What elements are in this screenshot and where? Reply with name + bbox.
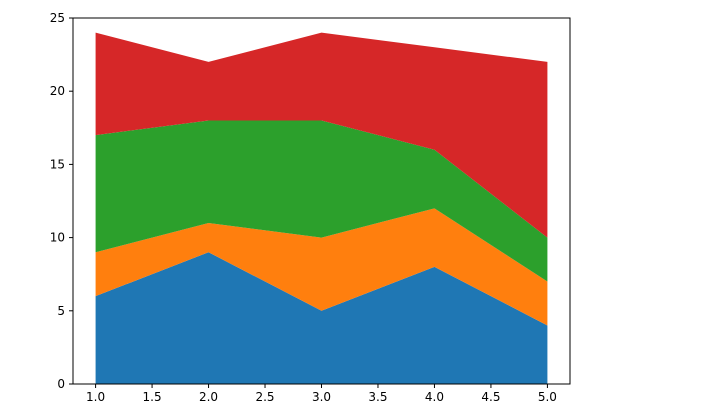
- area-series-blue: [95, 252, 548, 384]
- x-tick-label: 3.0: [312, 390, 331, 404]
- x-tick-label: 3.5: [368, 390, 387, 404]
- area-series-red: [95, 32, 548, 238]
- y-tick-label: 25: [50, 11, 65, 25]
- y-tick-label: 10: [50, 231, 65, 245]
- y-tick-label: 15: [50, 157, 65, 171]
- x-tick-label: 2.5: [255, 390, 274, 404]
- x-tick-label: 4.0: [425, 390, 444, 404]
- x-tick-label: 4.5: [481, 390, 500, 404]
- x-tick-label: 1.5: [143, 390, 162, 404]
- x-tick-label: 1.0: [86, 390, 105, 404]
- x-tick-label: 2.0: [199, 390, 218, 404]
- y-tick-label: 0: [57, 377, 65, 391]
- y-tick-label: 20: [50, 84, 65, 98]
- area-series-orange: [95, 208, 548, 326]
- y-tick-label: 5: [57, 304, 65, 318]
- x-tick-label: 5.0: [538, 390, 557, 404]
- area-series-green: [95, 120, 548, 282]
